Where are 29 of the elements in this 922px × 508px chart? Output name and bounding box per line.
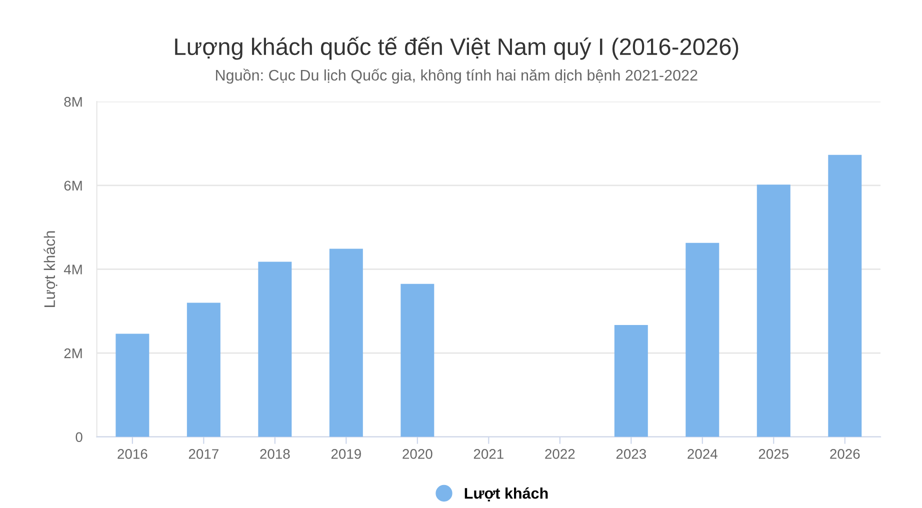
y-tick-label: 0 — [76, 432, 82, 442]
y-tick-label: 4M — [64, 264, 82, 274]
chart-title: Lượng khách quốc tế đến Việt Nam quý I (2016-2026) — [175, 36, 738, 60]
y-tick-label: 2M — [64, 348, 82, 358]
bar — [186, 302, 220, 437]
bar — [828, 154, 862, 437]
y-tick-label: 8M — [64, 96, 82, 107]
bar — [756, 184, 790, 437]
chart-subtitle: Nguồn: Cục Du lịch Quốc gia, không tính hai năm dịch bệnh 2021-2022 — [216, 68, 698, 84]
x-tick-label: 2019 — [331, 449, 361, 459]
x-tick-label: 2021 — [474, 449, 504, 459]
x-tick-label: 2022 — [545, 449, 575, 459]
bar — [329, 248, 363, 437]
y-tick-label: 6M — [64, 180, 82, 191]
x-tick-label: 2023 — [616, 449, 646, 459]
y-axis-title: Lượt khách — [44, 231, 58, 307]
x-tick-label: 2016 — [118, 449, 148, 459]
x-tick-label: 2017 — [188, 449, 218, 459]
x-tick-label: 2025 — [758, 449, 789, 459]
x-tick-label: 2018 — [260, 449, 290, 459]
bar — [116, 334, 150, 437]
bar — [686, 242, 720, 437]
x-tick-label: 2024 — [688, 449, 718, 459]
x-tick-label: 2020 — [402, 449, 432, 459]
bar — [400, 284, 434, 437]
legend-label: Lượt khách — [464, 487, 548, 502]
x-tick-label: 2026 — [830, 449, 860, 459]
bar — [614, 324, 648, 437]
bar — [258, 262, 292, 437]
